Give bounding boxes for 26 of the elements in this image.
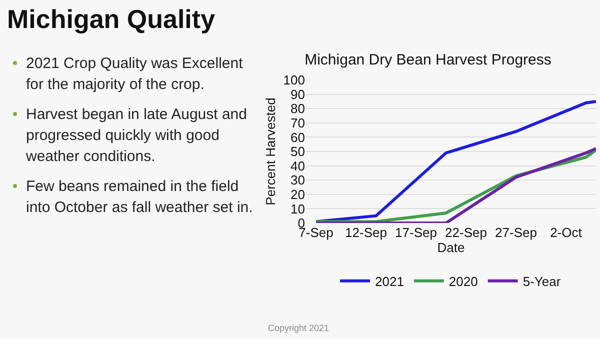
- x-tick-label: 22-Sep: [445, 225, 487, 240]
- y-tick-label: 90: [290, 86, 305, 102]
- y-tick-label: 30: [290, 172, 305, 188]
- legend-label: 2020: [448, 274, 478, 289]
- legend-label: 5-Year: [522, 274, 562, 289]
- x-axis-title: Date: [437, 240, 465, 255]
- legend-label: 2021: [375, 274, 404, 289]
- y-tick-label: 50: [290, 144, 305, 160]
- text: Michigan Quality: [7, 4, 216, 35]
- y-tick-label: 10: [290, 201, 305, 216]
- x-tick-label: 17-Sep: [395, 225, 437, 240]
- x-tick-label: 2-Oct: [550, 225, 582, 240]
- y-tick-label: 70: [290, 115, 305, 130]
- y-tick-label: 60: [290, 130, 305, 145]
- x-tick-label: 27-Sep: [495, 225, 537, 240]
- x-tick-label: 12-Sep: [345, 225, 387, 240]
- y-tick-label: 20: [290, 186, 305, 202]
- y-tick-label: 40: [290, 158, 305, 174]
- y-tick-label: 80: [290, 101, 305, 116]
- y-axis-title: Percent Harvested: [263, 98, 278, 206]
- text: Copyright 2021: [268, 323, 330, 333]
- text: 2021 Crop Quality was Excellent for the majority of the crop.: [26, 55, 243, 93]
- text: Harvest began in late August and progressed quickly with good weather conditions.: [26, 106, 247, 165]
- y-tick-label: 100: [283, 72, 305, 88]
- text: Few beans remained in the field into October as fall weather set in.: [26, 178, 253, 216]
- chart-title: Michigan Dry Bean Harvest Progress: [304, 51, 552, 68]
